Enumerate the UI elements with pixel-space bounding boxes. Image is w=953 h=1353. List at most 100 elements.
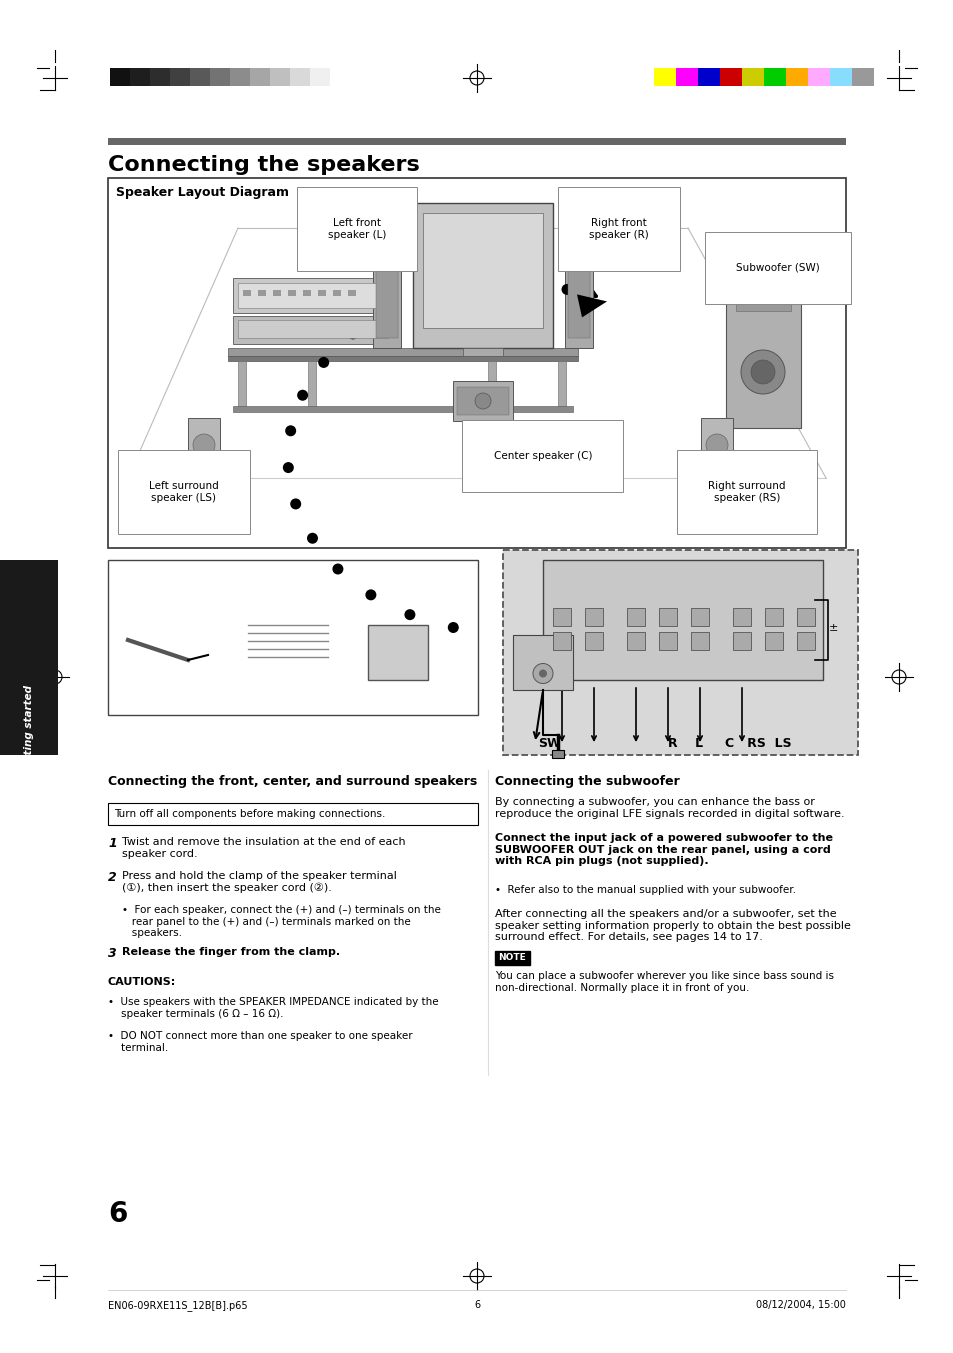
Circle shape xyxy=(404,609,415,620)
Bar xyxy=(233,277,393,313)
Bar xyxy=(584,632,602,649)
Text: Left front
speaker (L): Left front speaker (L) xyxy=(328,218,386,239)
Bar xyxy=(690,607,708,626)
Bar xyxy=(288,290,295,296)
Text: Right front
speaker (R): Right front speaker (R) xyxy=(589,218,648,239)
Text: RIGHT LEFT: RIGHT LEFT xyxy=(672,597,703,601)
Bar xyxy=(462,348,502,356)
Bar xyxy=(552,750,563,758)
Bar xyxy=(456,387,509,415)
Text: 08/12/2004, 15:00: 08/12/2004, 15:00 xyxy=(756,1300,845,1310)
Bar xyxy=(732,632,750,649)
Bar xyxy=(290,68,310,87)
Circle shape xyxy=(447,622,458,633)
Text: Press and hold the clamp of the speaker terminal
(①), then insert the speaker co: Press and hold the clamp of the speaker … xyxy=(122,871,396,893)
Bar xyxy=(626,607,644,626)
Bar xyxy=(851,68,873,87)
Circle shape xyxy=(307,533,317,544)
Bar xyxy=(257,290,266,296)
Bar xyxy=(676,68,698,87)
Text: Getting started: Getting started xyxy=(24,685,34,775)
Text: Connecting the speakers: Connecting the speakers xyxy=(108,156,419,175)
Text: −: − xyxy=(630,644,637,649)
Text: SPEAKERS: SPEAKERS xyxy=(752,586,789,591)
Text: Right surround
speaker (RS): Right surround speaker (RS) xyxy=(707,482,785,502)
Text: +: + xyxy=(588,598,595,603)
Bar xyxy=(233,406,573,413)
Text: Subwoofer (SW): Subwoofer (SW) xyxy=(736,262,819,273)
Text: 2(VIDEO): 2(VIDEO) xyxy=(553,566,587,574)
Text: 6: 6 xyxy=(474,1300,479,1310)
Bar xyxy=(108,802,477,825)
Text: −: − xyxy=(557,644,562,649)
Text: After connecting all the speakers and/or a subwoofer, set the
speaker setting in: After connecting all the speakers and/or… xyxy=(495,909,850,942)
Text: SURROUND: SURROUND xyxy=(678,586,718,591)
Bar xyxy=(333,290,340,296)
Bar xyxy=(626,632,644,649)
Bar xyxy=(785,68,807,87)
Bar xyxy=(567,268,589,338)
Text: ±: ± xyxy=(828,622,838,633)
Bar xyxy=(829,68,851,87)
Text: Turn off all components before making connections.: Turn off all components before making co… xyxy=(113,809,385,819)
Text: 1(DVR/DVD): 1(DVR/DVD) xyxy=(613,566,659,574)
Circle shape xyxy=(538,670,546,678)
Bar xyxy=(375,268,397,338)
Text: You can place a subwoofer wherever you like since bass sound is
non-directional.: You can place a subwoofer wherever you l… xyxy=(495,971,833,993)
Text: −: − xyxy=(695,644,700,649)
Circle shape xyxy=(561,284,572,295)
Text: •  For each speaker, connect the (+) and (–) terminals on the
   rear panel to t: • For each speaker, connect the (+) and … xyxy=(122,905,440,938)
Text: 3: 3 xyxy=(363,575,384,603)
Text: −: − xyxy=(588,644,595,649)
Bar xyxy=(764,632,782,649)
Bar xyxy=(270,68,290,87)
Bar xyxy=(732,607,750,626)
Text: CAUTIONS:: CAUTIONS: xyxy=(108,977,176,986)
Bar xyxy=(558,361,565,411)
Text: 2: 2 xyxy=(243,575,264,603)
Bar xyxy=(237,361,246,411)
Bar xyxy=(725,288,801,428)
Bar xyxy=(764,607,782,626)
Bar xyxy=(0,560,58,755)
Text: +: + xyxy=(630,598,637,603)
Bar xyxy=(150,68,170,87)
Bar xyxy=(317,290,326,296)
Bar xyxy=(796,632,814,649)
Bar xyxy=(348,290,355,296)
Circle shape xyxy=(318,357,329,368)
Text: +: + xyxy=(557,598,562,603)
Bar xyxy=(763,68,785,87)
Text: 1: 1 xyxy=(138,575,159,603)
Bar xyxy=(108,179,845,548)
Bar xyxy=(796,607,814,626)
Bar xyxy=(553,607,571,626)
Text: Connecting the front, center, and surround speakers: Connecting the front, center, and surrou… xyxy=(108,775,477,787)
Bar xyxy=(413,203,553,348)
Text: Speaker Layout Diagram: Speaker Layout Diagram xyxy=(116,185,289,199)
FancyBboxPatch shape xyxy=(507,448,547,492)
Text: 1: 1 xyxy=(108,838,116,850)
Text: SW: SW xyxy=(537,737,560,750)
Text: −: − xyxy=(662,644,668,649)
Bar xyxy=(230,68,250,87)
Bar xyxy=(502,551,857,755)
Text: IMPEDANCE 6Ω-16Ω: IMPEDANCE 6Ω-16Ω xyxy=(672,575,749,584)
Text: 2: 2 xyxy=(108,871,116,884)
Bar xyxy=(488,361,496,411)
Bar xyxy=(273,290,281,296)
Bar xyxy=(243,290,251,296)
Text: Release the finger from the clamp.: Release the finger from the clamp. xyxy=(122,947,340,957)
Bar xyxy=(310,68,330,87)
Bar xyxy=(735,296,790,311)
Bar xyxy=(654,68,676,87)
Text: By connecting a subwoofer, you can enhance the bass or
reproduce the original LF: By connecting a subwoofer, you can enhan… xyxy=(495,797,843,819)
Text: −: − xyxy=(737,644,742,649)
Bar xyxy=(108,138,845,145)
Bar xyxy=(659,632,677,649)
Bar xyxy=(542,560,822,681)
Bar xyxy=(553,632,571,649)
Text: +: + xyxy=(662,598,668,603)
Bar xyxy=(210,68,230,87)
Polygon shape xyxy=(577,295,606,318)
